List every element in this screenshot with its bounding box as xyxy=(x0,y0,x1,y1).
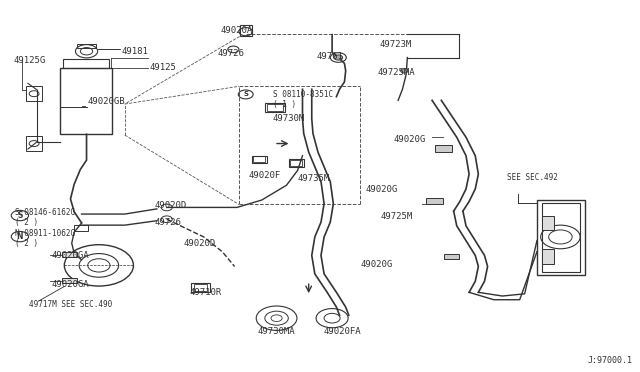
Bar xyxy=(194,284,207,291)
Text: 49726: 49726 xyxy=(154,218,181,227)
Text: 49730MA: 49730MA xyxy=(257,327,295,336)
Bar xyxy=(77,44,97,48)
Text: 49725MA: 49725MA xyxy=(378,68,415,77)
Text: 49020D: 49020D xyxy=(184,239,216,248)
Circle shape xyxy=(334,55,342,60)
Bar xyxy=(62,252,77,257)
Bar xyxy=(289,160,304,167)
Bar xyxy=(239,25,252,36)
Bar xyxy=(435,145,452,152)
Bar xyxy=(426,198,442,204)
Text: 49020GB: 49020GB xyxy=(88,97,125,106)
Bar xyxy=(60,68,113,134)
Bar xyxy=(542,249,554,263)
Text: 49125G: 49125G xyxy=(13,56,46,65)
Text: 49125: 49125 xyxy=(150,63,177,72)
Bar xyxy=(542,203,580,272)
Text: 49020G: 49020G xyxy=(365,185,397,194)
Bar xyxy=(26,86,42,101)
Circle shape xyxy=(401,68,408,73)
Text: 49730M: 49730M xyxy=(273,114,305,123)
Text: 49020A: 49020A xyxy=(220,26,253,35)
Text: 49717M SEE SEC.490: 49717M SEE SEC.490 xyxy=(29,300,113,310)
Text: 49761: 49761 xyxy=(316,52,343,61)
Text: SEE SEC.492: SEE SEC.492 xyxy=(508,173,558,182)
Text: J:97000.1: J:97000.1 xyxy=(588,356,632,365)
Bar xyxy=(252,156,267,163)
Bar xyxy=(290,160,303,166)
Text: 49735M: 49735M xyxy=(298,174,330,183)
Text: 49020FA: 49020FA xyxy=(323,327,361,336)
Text: 49020GA: 49020GA xyxy=(52,280,90,289)
Bar xyxy=(26,136,42,151)
Bar xyxy=(62,278,77,283)
Text: N: N xyxy=(17,232,23,241)
Bar xyxy=(253,157,266,162)
Bar xyxy=(74,225,88,231)
Bar xyxy=(268,105,284,111)
Text: 49723M: 49723M xyxy=(379,41,412,49)
Text: 49020F: 49020F xyxy=(248,171,280,180)
Text: 49726: 49726 xyxy=(218,49,244,58)
Text: 49020G: 49020G xyxy=(360,260,393,269)
Bar xyxy=(266,103,285,112)
Bar xyxy=(444,254,460,259)
Bar xyxy=(191,283,210,292)
Bar xyxy=(63,59,109,68)
Text: 49181: 49181 xyxy=(122,47,148,56)
Text: S 08146-6162G
( 2 ): S 08146-6162G ( 2 ) xyxy=(15,208,75,227)
Text: 49725M: 49725M xyxy=(381,212,413,221)
Text: 49020D: 49020D xyxy=(154,201,187,210)
Text: N 08911-1062G
( 2 ): N 08911-1062G ( 2 ) xyxy=(15,229,75,248)
Text: 49710R: 49710R xyxy=(189,288,222,297)
Bar xyxy=(537,200,585,275)
Text: S: S xyxy=(17,211,22,220)
Text: S 08110-8351C
( 1 ): S 08110-8351C ( 1 ) xyxy=(273,90,333,109)
Bar xyxy=(542,215,554,230)
Text: S: S xyxy=(243,92,248,97)
Text: 49020G: 49020G xyxy=(393,135,426,144)
Text: 49020GA: 49020GA xyxy=(52,251,90,260)
